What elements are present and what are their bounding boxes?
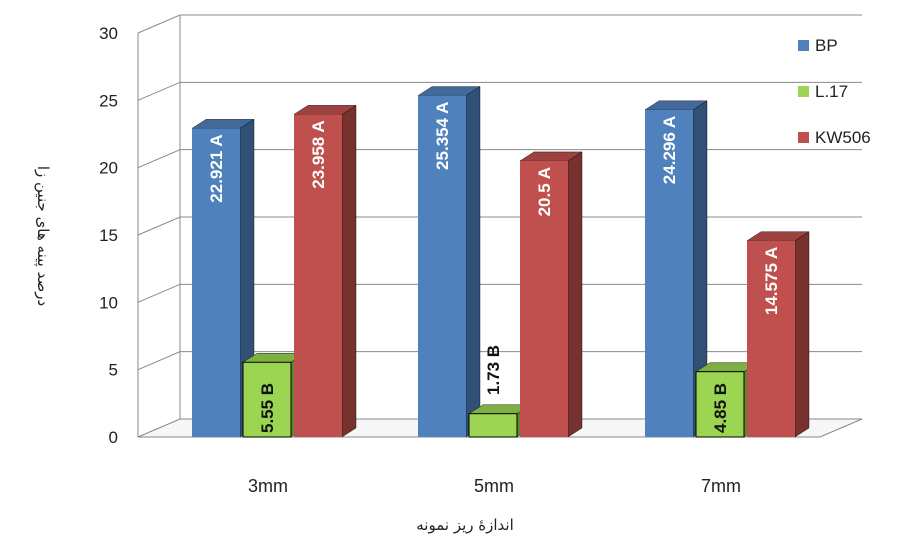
data-label: 23.958 A — [309, 120, 328, 188]
data-label: 4.85 B — [711, 383, 730, 433]
gridline — [137, 216, 862, 236]
data-label: 5.55 B — [258, 383, 277, 433]
bar-side — [341, 104, 357, 438]
data-label: 14.575 A — [762, 247, 781, 315]
bar-BP-7mm — [644, 100, 708, 438]
bar-BP-5mm — [417, 86, 481, 438]
y-axis-title: درصد پینه های جنین زا — [33, 166, 52, 306]
y-tick-label: 30 — [99, 24, 118, 43]
data-label: 22.921 A — [207, 134, 226, 202]
bars — [191, 86, 810, 438]
data-label: 25.354 A — [433, 102, 452, 170]
bar-side — [794, 231, 810, 438]
y-tick-label: 5 — [109, 361, 118, 380]
legend-label: L.17 — [815, 82, 848, 101]
bar-KW506-5mm — [519, 151, 583, 438]
y-axis-ticks: 0 5 10 15 20 25 30 — [99, 24, 118, 447]
gridline — [137, 283, 862, 303]
x-category-label: 3mm — [248, 476, 288, 496]
legend-label: BP — [815, 36, 838, 55]
y-tick-label: 0 — [109, 428, 118, 447]
legend-swatch — [798, 86, 809, 97]
bar-front — [418, 95, 466, 437]
gridline — [137, 351, 862, 371]
legend-swatch — [798, 40, 809, 51]
bar-KW506-3mm — [293, 104, 357, 438]
bar-BP-3mm — [191, 118, 255, 438]
bar-front — [695, 371, 745, 438]
gridlines — [137, 14, 862, 371]
legend-label: KW506 — [815, 128, 871, 147]
y-tick-label: 20 — [99, 159, 118, 178]
data-label: 24.296 A — [660, 116, 679, 184]
x-category-label: 5mm — [474, 476, 514, 496]
data-label: 1.73 B — [484, 345, 503, 395]
x-axis-categories: 3mm 5mm 7mm — [248, 476, 741, 496]
bar-front — [645, 109, 693, 437]
data-labels: 22.921 A 5.55 B 23.958 A 25.354 A 1.73 B 20.5… — [207, 102, 781, 433]
gridline — [137, 149, 862, 169]
y-tick-label: 25 — [99, 91, 118, 110]
bar-front — [242, 361, 292, 438]
legend: BP L.17 KW506 — [798, 36, 871, 147]
bar-front — [747, 240, 795, 437]
legend-swatch — [798, 132, 809, 143]
bar-front — [468, 413, 518, 438]
y-tick-label: 15 — [99, 226, 118, 245]
bar-front — [192, 128, 240, 437]
data-label: 20.5 A — [535, 167, 554, 216]
gridline — [137, 81, 862, 101]
bar-KW506-7mm — [746, 231, 810, 438]
x-category-label: 7mm — [701, 476, 741, 496]
y-tick-label: 10 — [99, 293, 118, 312]
x-axis-title: اندازهٔ ریز نمونه — [416, 516, 514, 534]
bar-side — [465, 86, 481, 438]
bar-front — [294, 114, 342, 437]
bar-side — [567, 151, 583, 438]
gridline — [137, 14, 862, 34]
bar-front — [520, 160, 568, 437]
